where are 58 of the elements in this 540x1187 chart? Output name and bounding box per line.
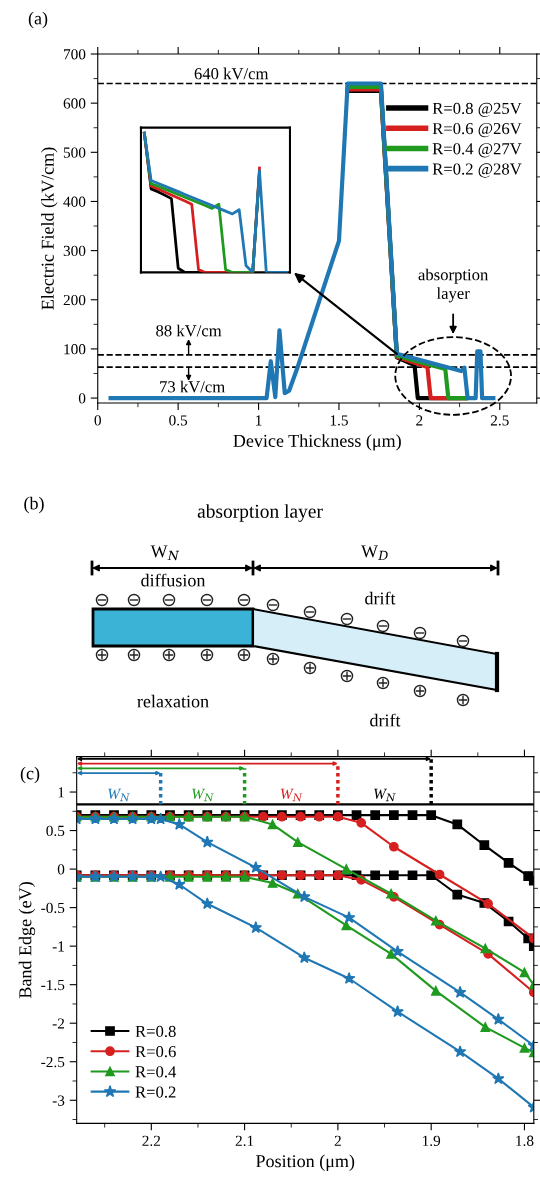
y-tick-label: 500: [63, 147, 86, 158]
annotation: absorption layer: [418, 268, 489, 303]
y-tick-label: -2: [52, 1018, 65, 1029]
text: (c): [20, 766, 40, 784]
y-tick-label: -2.5: [41, 1056, 65, 1068]
legend-label: R=0.2 @28V: [432, 163, 522, 178]
legend-label: R=0.4 @27V: [432, 143, 522, 158]
y-tick-label: -1.5: [41, 979, 65, 991]
y-tick-label: 0: [57, 864, 65, 875]
legend-label: R=0.2: [135, 1086, 176, 1098]
text: drift: [370, 713, 401, 727]
x-tick-label: 0.5: [169, 415, 188, 426]
x-tick-label: 1: [256, 415, 262, 426]
y-axis-title: Electric Field (kV/cm): [41, 147, 58, 310]
ref-line-label: W$_{N}$: [108, 788, 130, 802]
y-tick-label: 300: [63, 245, 86, 257]
y-tick-label: -3: [52, 1095, 65, 1106]
text: absorption layer: [197, 504, 323, 522]
y-tick-label: 600: [63, 98, 86, 109]
ref-line-label: W$_{N}$: [374, 788, 396, 802]
x-tick-label: 2: [416, 415, 423, 426]
x-axis-title: Device Thickness (μm): [233, 434, 401, 451]
x-tick-label: 2.2: [142, 1135, 161, 1146]
legend-label: R=0.6: [135, 1045, 176, 1058]
legend-label: R=0.8: [135, 1025, 176, 1038]
text: drift: [365, 591, 396, 605]
text: diffusion: [141, 573, 206, 587]
x-tick-label: 0: [94, 415, 101, 426]
legend-label: R=0.4: [135, 1066, 177, 1078]
text: (b): [24, 496, 44, 514]
ref-line-label: W$_{N}$: [192, 788, 214, 802]
y-tick-label: -1: [52, 941, 64, 952]
y-tick-label: -0.5: [41, 902, 65, 914]
y-tick-label: 0: [78, 393, 86, 404]
text: W$_{N}$: [150, 545, 180, 561]
y-tick-label: 100: [64, 344, 86, 355]
annotation: 88 kV/cm: [156, 324, 222, 337]
y-axis-title: Band Edge (eV): [18, 882, 36, 999]
x-tick-label: 1.9: [422, 1135, 441, 1146]
legend-label: R=0.6 @26V: [432, 122, 522, 138]
ref-line-label: W$_{N}$: [280, 788, 303, 802]
legend-label: R=0.8 @25V: [432, 102, 522, 117]
x-axis-title: Position (μm): [256, 1154, 355, 1171]
x-tick-label: 1.8: [516, 1135, 534, 1146]
text: W$_{D}$: [361, 545, 388, 561]
annotation: 640 kV/cm: [194, 67, 269, 80]
annotation: 73 kV/cm: [160, 380, 225, 393]
y-tick-label: 0.5: [46, 825, 65, 837]
x-tick-label: 2: [334, 1135, 341, 1146]
x-tick-label: 1.5: [330, 415, 348, 426]
x-tick-label: 2.5: [490, 415, 509, 426]
x-tick-label: 2.1: [235, 1135, 254, 1146]
y-tick-label: 1: [58, 787, 64, 798]
y-tick-label: 700: [64, 49, 86, 60]
text: (a): [28, 11, 48, 29]
text: relaxation: [137, 694, 209, 708]
y-tick-label: 200: [63, 294, 86, 306]
y-tick-label: 400: [63, 196, 86, 207]
